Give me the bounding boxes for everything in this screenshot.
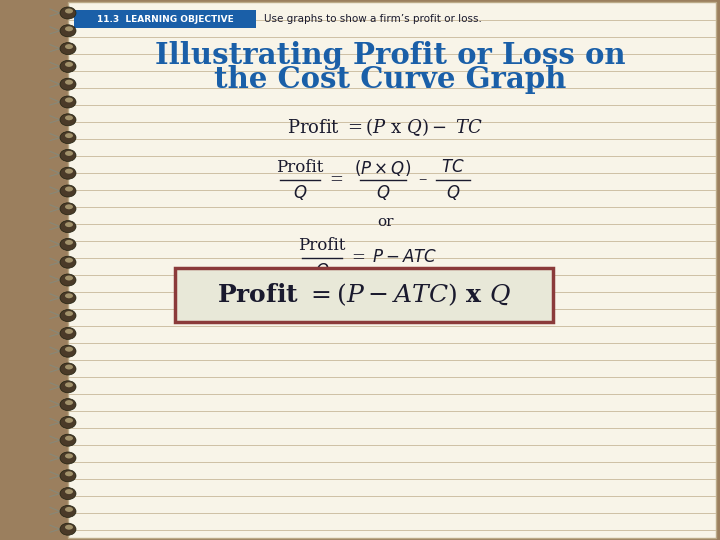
Ellipse shape <box>65 364 73 369</box>
Ellipse shape <box>65 258 73 262</box>
Ellipse shape <box>60 434 76 446</box>
Ellipse shape <box>65 80 73 85</box>
Ellipse shape <box>65 507 73 512</box>
Ellipse shape <box>60 470 76 482</box>
Text: =: = <box>329 172 343 188</box>
Ellipse shape <box>65 311 73 316</box>
Text: –: – <box>418 172 426 188</box>
Ellipse shape <box>60 238 76 251</box>
Ellipse shape <box>60 185 76 197</box>
Ellipse shape <box>60 114 76 126</box>
Ellipse shape <box>60 345 76 357</box>
Text: Profit $= (P$ x $Q) -$ $TC$: Profit $= (P$ x $Q) -$ $TC$ <box>287 116 483 138</box>
Text: $\mathit{Q}$: $\mathit{Q}$ <box>315 260 329 280</box>
Ellipse shape <box>60 416 76 428</box>
Ellipse shape <box>60 488 76 500</box>
Ellipse shape <box>60 274 76 286</box>
Text: 11.3  LEARNING OBJECTIVE: 11.3 LEARNING OBJECTIVE <box>96 15 233 24</box>
Text: Profit $= (\mathit{P} - \mathit{ATC})$ x $\mathit{Q}$: Profit $= (\mathit{P} - \mathit{ATC})$ x… <box>217 282 511 308</box>
Ellipse shape <box>60 203 76 215</box>
Ellipse shape <box>65 222 73 227</box>
Ellipse shape <box>60 7 76 19</box>
Ellipse shape <box>60 523 76 535</box>
Text: or: or <box>377 215 393 229</box>
Ellipse shape <box>60 60 76 72</box>
Ellipse shape <box>65 293 73 298</box>
Text: $\mathit{Q}$: $\mathit{Q}$ <box>293 183 307 201</box>
Ellipse shape <box>65 62 73 67</box>
Ellipse shape <box>65 418 73 423</box>
Ellipse shape <box>65 489 73 494</box>
Ellipse shape <box>65 204 73 210</box>
Ellipse shape <box>60 167 76 179</box>
Ellipse shape <box>65 186 73 192</box>
Ellipse shape <box>65 347 73 352</box>
Ellipse shape <box>60 309 76 322</box>
Ellipse shape <box>60 381 76 393</box>
Text: =: = <box>351 249 365 267</box>
Ellipse shape <box>65 9 73 14</box>
Ellipse shape <box>60 221 76 233</box>
Ellipse shape <box>60 292 76 304</box>
Ellipse shape <box>60 96 76 108</box>
Ellipse shape <box>65 98 73 103</box>
FancyBboxPatch shape <box>74 10 256 28</box>
Ellipse shape <box>60 25 76 37</box>
Ellipse shape <box>60 452 76 464</box>
Ellipse shape <box>60 256 76 268</box>
Ellipse shape <box>60 132 76 144</box>
Ellipse shape <box>65 471 73 476</box>
Ellipse shape <box>65 240 73 245</box>
Text: Profit: Profit <box>276 159 324 177</box>
FancyBboxPatch shape <box>175 268 553 322</box>
Text: Use graphs to show a firm’s profit or loss.: Use graphs to show a firm’s profit or lo… <box>264 14 482 24</box>
Ellipse shape <box>65 151 73 156</box>
Ellipse shape <box>65 168 73 174</box>
Ellipse shape <box>65 26 73 31</box>
Ellipse shape <box>65 525 73 530</box>
Ellipse shape <box>60 363 76 375</box>
Text: $(\mathit{P}\times\mathit{Q})$: $(\mathit{P}\times\mathit{Q})$ <box>354 158 412 178</box>
Text: Illustrating Profit or Loss on: Illustrating Profit or Loss on <box>155 42 625 71</box>
Ellipse shape <box>65 400 73 405</box>
Ellipse shape <box>65 133 73 138</box>
Ellipse shape <box>65 382 73 387</box>
Ellipse shape <box>60 327 76 340</box>
Text: $\mathit{P} - \mathit{ATC}$: $\mathit{P} - \mathit{ATC}$ <box>372 249 438 267</box>
Ellipse shape <box>65 116 73 120</box>
Text: the Cost Curve Graph: the Cost Curve Graph <box>214 65 566 94</box>
Ellipse shape <box>65 454 73 458</box>
Text: $\mathit{Q}$: $\mathit{Q}$ <box>376 183 390 201</box>
Ellipse shape <box>65 329 73 334</box>
Text: $\mathit{Q}$: $\mathit{Q}$ <box>446 183 460 201</box>
Ellipse shape <box>60 505 76 517</box>
FancyBboxPatch shape <box>68 2 716 538</box>
Text: Profit: Profit <box>298 238 346 254</box>
Ellipse shape <box>60 150 76 161</box>
Ellipse shape <box>65 44 73 49</box>
Ellipse shape <box>60 399 76 410</box>
Ellipse shape <box>65 275 73 280</box>
Text: $\mathit{TC}$: $\mathit{TC}$ <box>441 159 465 177</box>
Ellipse shape <box>60 78 76 90</box>
Ellipse shape <box>65 436 73 441</box>
Ellipse shape <box>60 43 76 55</box>
